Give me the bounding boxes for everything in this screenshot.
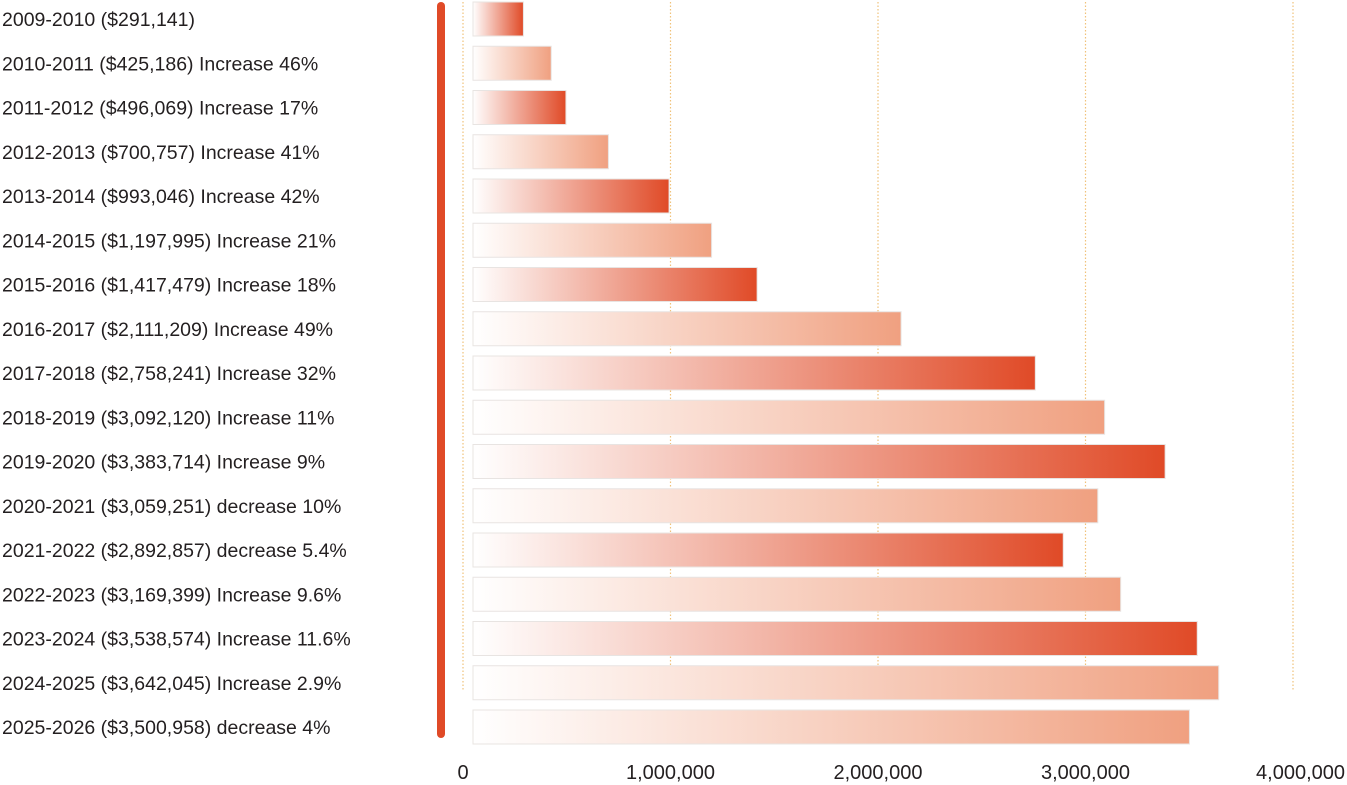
x-tick-label: 3,000,000 [1041,762,1130,784]
category-label: 2020-2021 ($3,059,251) decrease 10% [2,496,341,518]
bar [472,576,1122,612]
category-label: 2018-2019 ($3,092,120) Increase 11% [2,407,334,429]
bar [472,355,1036,391]
bar [472,1,524,37]
x-tick-label: 2,000,000 [834,762,923,784]
bar [472,399,1106,435]
category-label: 2021-2022 ($2,892,857) decrease 5.4% [2,540,347,562]
category-label: 2025-2026 ($3,500,958) decrease 4% [2,717,331,739]
category-label: 2014-2015 ($1,197,995) Increase 21% [2,230,336,252]
bar [472,45,552,81]
bar [472,532,1064,568]
category-labels: 2009-2010 ($291,141) 2010-2011 ($425,186)… [2,9,351,739]
category-label: 2010-2011 ($425,186) Increase 46% [2,53,318,75]
bar [472,709,1190,745]
x-axis-ticks: 0 1,000,000 2,000,000 3,000,000 4,000,000 [457,762,1345,784]
bar [472,621,1198,656]
category-label: 2015-2016 ($1,417,479) Increase 18% [2,275,336,297]
bar [472,488,1099,524]
category-label: 2022-2023 ($3,169,399) Increase 9.6% [2,584,341,606]
category-label: 2017-2018 ($2,758,241) Increase 32% [2,363,336,385]
x-tick-label: 0 [457,762,468,784]
x-tick-label: 1,000,000 [626,762,715,784]
category-label: 2019-2020 ($3,383,714) Increase 9% [2,452,325,474]
category-label: 2013-2014 ($993,046) Increase 42% [2,186,320,208]
bar [472,222,713,258]
bars [472,1,1220,745]
category-axis-bar [437,2,445,738]
bar [472,134,609,170]
bar [472,665,1220,701]
bar [472,90,567,125]
category-label: 2024-2025 ($3,642,045) Increase 2.9% [2,673,341,695]
bar [472,311,902,347]
category-label: 2016-2017 ($2,111,209) Increase 49% [2,319,333,341]
bar [472,178,670,214]
category-label: 2023-2024 ($3,538,574) Increase 11.6% [2,629,351,651]
bar [472,444,1166,479]
category-label: 2009-2010 ($291,141) [2,9,195,31]
bar [472,267,758,302]
x-tick-label: 4,000,000 [1256,762,1345,784]
category-label: 2012-2013 ($700,757) Increase 41% [2,142,320,164]
category-label: 2011-2012 ($496,069) Increase 17% [2,98,318,120]
